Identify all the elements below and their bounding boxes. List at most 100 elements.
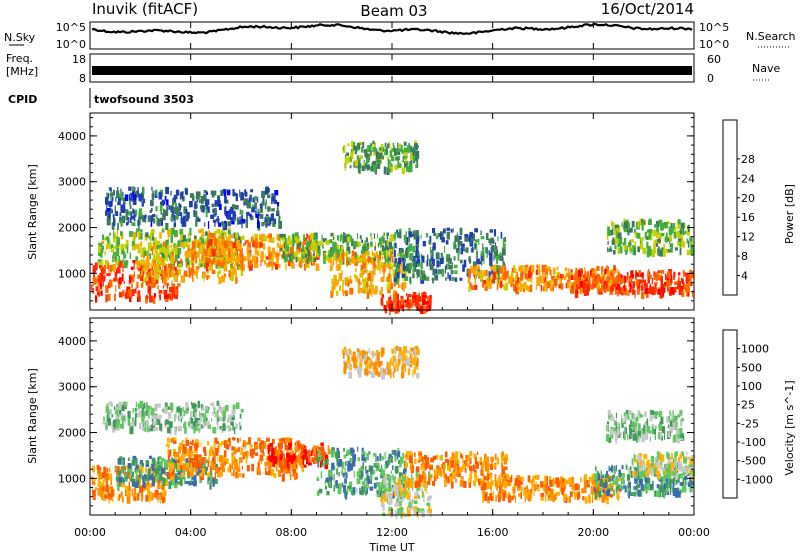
power-cell	[388, 141, 391, 149]
vel-cell	[553, 493, 557, 500]
power-cell	[405, 155, 407, 164]
power-cell	[409, 276, 412, 285]
vel-cell	[609, 483, 612, 489]
power-cell	[626, 272, 629, 280]
power-cell	[443, 246, 445, 253]
power-cell	[232, 267, 237, 275]
power-cell	[198, 263, 203, 267]
power-cell	[216, 251, 221, 256]
power-cell	[142, 198, 146, 204]
power-cell	[481, 281, 483, 286]
power-cell	[658, 232, 662, 239]
power-cell	[332, 255, 336, 261]
power-cell	[411, 255, 416, 262]
vel-cell	[328, 481, 331, 487]
power-cell	[686, 238, 689, 244]
power-cell	[405, 231, 408, 235]
vel-cell	[139, 473, 143, 480]
power-cell	[252, 255, 257, 262]
power-cell	[199, 191, 201, 198]
power-cell	[339, 258, 343, 265]
vel-cell	[312, 449, 314, 453]
vel-cell	[395, 511, 398, 520]
power-cell	[228, 270, 231, 277]
vel-cell	[666, 491, 670, 495]
power-cell	[173, 222, 176, 228]
power-cell	[227, 212, 232, 220]
vel-cell	[151, 463, 155, 472]
vel-cell	[139, 485, 143, 494]
vel-cell	[252, 448, 256, 455]
power-cell	[366, 164, 370, 171]
vel-cell	[408, 481, 413, 487]
vel-cell	[223, 440, 226, 448]
power-cell	[634, 228, 636, 234]
vel-cell	[296, 473, 298, 480]
power-cell	[196, 199, 199, 203]
power-cell	[568, 275, 572, 279]
power-cell	[351, 256, 355, 264]
vel-cell	[128, 471, 130, 479]
vel-cell	[241, 465, 243, 470]
power-cell	[397, 271, 400, 279]
power-cell	[364, 149, 367, 157]
power-cell	[573, 275, 576, 281]
power-cell	[168, 205, 171, 210]
power-cell	[247, 253, 251, 261]
power-cell	[139, 229, 143, 233]
power-cell	[137, 260, 141, 268]
vel-cell	[295, 447, 299, 452]
power-cell	[660, 286, 663, 291]
power-cell	[183, 241, 188, 248]
vel-cell	[535, 481, 537, 488]
power-cell	[502, 237, 505, 245]
power-cell	[194, 270, 198, 276]
power-cell	[402, 155, 404, 163]
vel-cell	[313, 450, 315, 455]
power-cell	[343, 253, 346, 257]
power-cell	[684, 223, 686, 229]
power-cell	[240, 235, 245, 240]
power-cell	[139, 208, 143, 216]
power-cell	[663, 243, 666, 252]
power-cell	[390, 251, 392, 258]
vel-cell	[284, 439, 287, 447]
vel-cell	[382, 469, 385, 477]
power-cell	[160, 243, 163, 248]
power-cell	[285, 244, 290, 252]
vel-cell	[484, 476, 487, 481]
power-cell	[181, 192, 184, 200]
power-cell	[372, 257, 376, 263]
power-cell	[411, 233, 416, 237]
power-cell	[495, 246, 498, 254]
power-cell	[661, 288, 666, 293]
power-cell	[553, 276, 557, 281]
power-cell	[273, 218, 277, 225]
power-cell	[453, 264, 458, 269]
power-cell	[150, 246, 154, 251]
vel-cell	[254, 444, 259, 449]
power-cell	[144, 262, 147, 270]
power-cell	[253, 261, 257, 269]
vel-cell	[394, 503, 398, 507]
power-cell	[171, 255, 175, 261]
power-cell	[184, 252, 189, 256]
power-cell	[257, 250, 259, 257]
power-cell	[260, 203, 262, 212]
power-cell	[211, 203, 215, 208]
vel-cell	[414, 491, 419, 495]
vel-cell	[161, 467, 165, 475]
power-cell	[584, 267, 586, 275]
vel-cell	[406, 492, 411, 500]
vel-cell	[386, 492, 390, 499]
power-cell	[601, 266, 604, 273]
power-cell	[398, 143, 401, 149]
vel-cell	[518, 493, 521, 497]
power-cell	[460, 240, 463, 245]
power-cell	[435, 252, 440, 260]
vel-cell	[167, 459, 172, 465]
vel-cell	[500, 474, 505, 478]
power-cell	[517, 277, 520, 284]
vel-cell	[144, 474, 146, 479]
power-cell	[528, 268, 533, 276]
